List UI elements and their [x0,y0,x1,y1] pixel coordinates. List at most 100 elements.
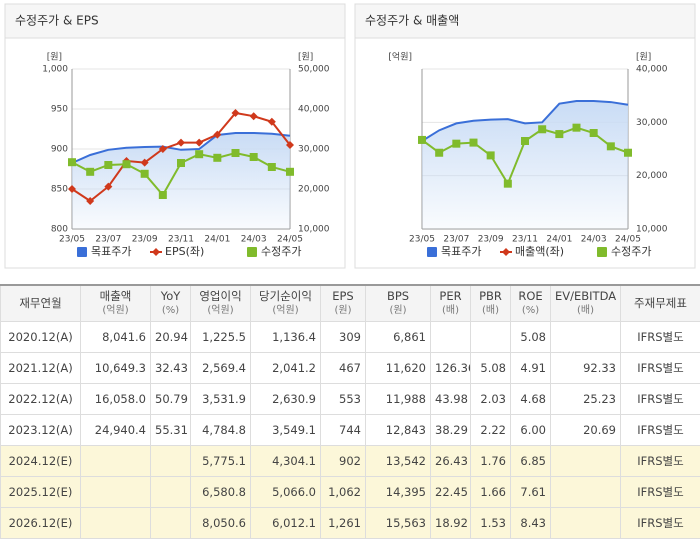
table-cell: 1,062 [321,477,366,508]
table-cell: 2024.12(E) [1,446,81,477]
chart-title: 수정주가 & 매출액 [365,14,459,28]
tick-label: 40,000 [298,105,330,115]
header-label: BPS [387,289,409,303]
header-cell: 당기순이익(억원) [251,285,321,322]
x-tick-label: 23/09 [132,235,158,245]
tick-label: 10,000 [298,225,330,235]
table-cell: 2026.12(E) [1,508,81,539]
table-cell: 1.66 [471,477,511,508]
table-cell: 2025.12(E) [1,477,81,508]
table-cell: 2022.12(A) [1,384,81,415]
header-label: PBR [479,289,502,303]
table-cell [151,446,191,477]
table-cell: 50.79 [151,384,191,415]
table-cell: 22.45 [431,477,471,508]
legend-marker [597,247,607,257]
table-cell [551,508,621,539]
legend-marker [427,247,437,257]
table-cell: IFRS별도 [621,384,700,415]
marker [123,160,131,168]
header-unit: (원) [334,305,351,316]
marker [573,124,581,132]
marker [195,150,203,158]
table-cell: 4.68 [511,384,551,415]
header-unit: (배) [442,305,459,316]
table-cell: 8,050.6 [191,508,251,539]
header-label: 재무연월 [19,296,61,310]
marker [286,168,294,176]
table-cell: 3,549.1 [251,415,321,446]
tick-label: 20,000 [636,171,668,181]
header-cell: PBR (배) [471,285,511,322]
table-cell [431,322,471,353]
table-cell: 15,563 [366,508,431,539]
header-label: EPS [332,289,354,303]
x-tick-label: 24/05 [277,235,303,245]
marker [590,129,598,137]
marker [177,159,185,167]
table-cell: 6,580.8 [191,477,251,508]
header-label: ROE [518,289,542,303]
header-label: 당기순이익 [259,289,312,303]
table-cell: 2021.12(A) [1,353,81,384]
tick-label: 800 [51,225,68,235]
tick-label: 850 [51,185,68,195]
y2-axis-label: [원] [298,52,313,63]
table-cell: IFRS별도 [621,446,700,477]
table-cell: 309 [321,322,366,353]
x-tick-label: 23/07 [443,235,469,245]
marker [521,137,529,145]
table-cell: 13,542 [366,446,431,477]
table-cell: 553 [321,384,366,415]
marker [555,130,563,138]
table-cell: 2.22 [471,415,511,446]
marker [250,153,258,161]
table-cell: 11,988 [366,384,431,415]
chart-title: 수정주가 & EPS [15,14,99,28]
table-cell: 18.92 [431,508,471,539]
table-cell [81,477,151,508]
marker [624,149,632,157]
legend-label: EPS(좌) [165,245,204,258]
tick-label: 40,000 [636,65,668,75]
table-cell: 24,940.4 [81,415,151,446]
header-cell: 재무연월 [1,285,81,322]
table-cell: 5,775.1 [191,446,251,477]
x-tick-label: 24/03 [241,235,267,245]
tick-label: 30,000 [636,118,668,128]
x-tick-label: 24/01 [546,235,572,245]
table-cell: 2.03 [471,384,511,415]
table-cell: 6.85 [511,446,551,477]
legend-marker [77,247,87,257]
table-cell: 12,843 [366,415,431,446]
table-cell [471,322,511,353]
header-cell: ROE(%) [511,285,551,322]
marker [435,149,443,157]
table-cell [551,477,621,508]
tick-label: 1,000 [42,65,68,75]
table-cell: 6.00 [511,415,551,446]
header-label: EV/EBITDA [555,289,616,303]
table-cell: 5,066.0 [251,477,321,508]
table-cell: 1,136.4 [251,322,321,353]
header-label: 주재무제표 [634,296,687,310]
header-unit: (배) [482,305,499,316]
marker [538,125,546,133]
table-cell: IFRS별도 [621,477,700,508]
table-cell: 4,304.1 [251,446,321,477]
x-tick-label: 24/05 [615,235,641,245]
table-cell: 2023.12(A) [1,415,81,446]
table-cell: 14,395 [366,477,431,508]
table-cell: 20.69 [551,415,621,446]
table-cell [81,508,151,539]
header-cell: BPS(원) [366,285,431,322]
table-cell: 92.33 [551,353,621,384]
legend-label: 수정주가 [261,245,301,258]
x-tick-label: 23/09 [478,235,504,245]
